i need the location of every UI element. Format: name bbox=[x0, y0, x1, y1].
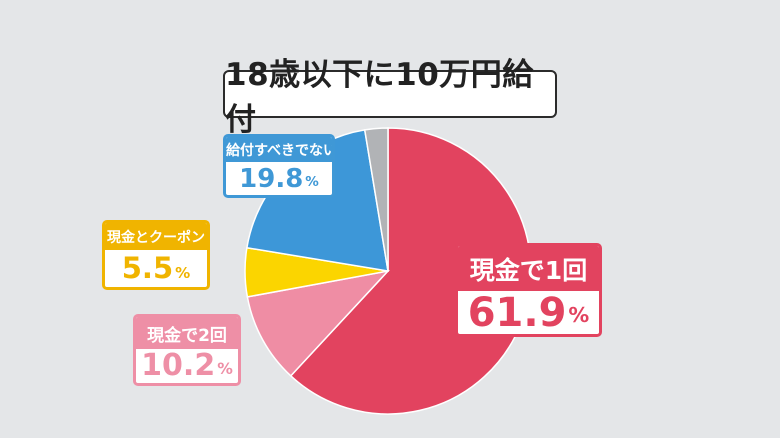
callout-unit: % bbox=[305, 174, 319, 191]
callout-value: 10.2 bbox=[141, 348, 216, 383]
callout-category: 現金で1回 bbox=[458, 246, 599, 291]
callout-percent: 5.5% bbox=[105, 250, 207, 287]
callout-unit: % bbox=[175, 263, 191, 282]
callout-category: 現金とクーポン bbox=[105, 223, 207, 250]
pie-slice-1 bbox=[246, 269, 391, 377]
callout-should-not-pay: 給付すべきでない 19.8% bbox=[223, 134, 335, 198]
callout-unit: % bbox=[217, 359, 233, 378]
callout-value: 61.9 bbox=[467, 289, 567, 336]
callout-cash-once: 現金で1回 61.9% bbox=[455, 243, 602, 337]
callout-percent: 10.2% bbox=[136, 349, 238, 383]
chart-title: 18歳以下に10万円給付 bbox=[223, 57, 557, 138]
pie-slice-4 bbox=[363, 127, 389, 272]
callout-category: 給付すべきでない bbox=[226, 137, 332, 162]
callout-value: 19.8 bbox=[239, 163, 304, 194]
callout-value: 5.5 bbox=[121, 251, 174, 285]
callout-unit: % bbox=[568, 302, 590, 327]
callout-cash-twice: 現金で2回 10.2% bbox=[133, 314, 241, 386]
callout-percent: 19.8% bbox=[226, 162, 332, 195]
callout-category: 現金で2回 bbox=[136, 317, 238, 349]
callout-cash-and-coupon: 現金とクーポン 5.5% bbox=[102, 220, 210, 290]
callout-percent: 61.9% bbox=[458, 291, 599, 334]
